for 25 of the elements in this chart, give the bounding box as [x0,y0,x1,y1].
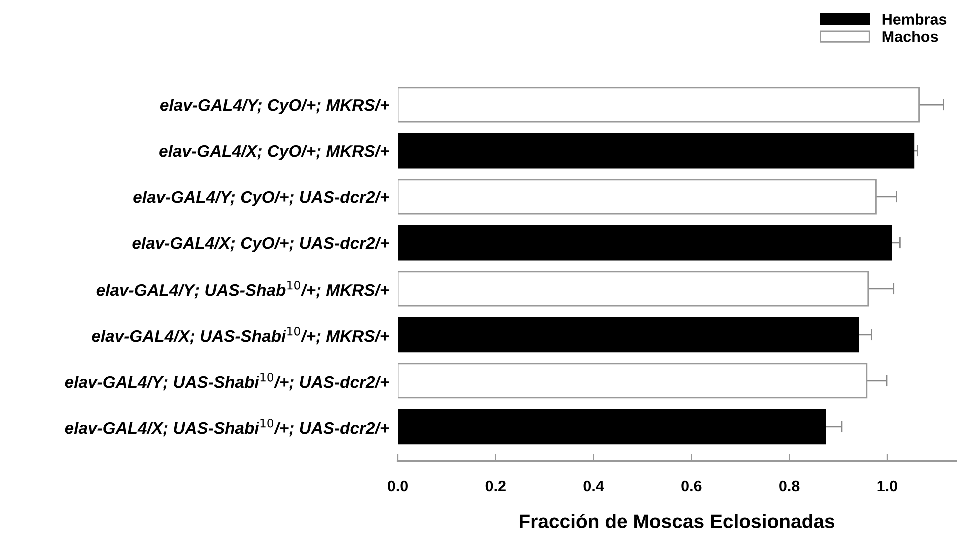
y-tick-label: elav-GAL4/X; UAS-Shabi$^{10}$/+; UAS-dcr2/+ [65,418,390,437]
y-tick-label: elav-GAL4/Y; CyO/+; MKRS/+ [160,98,390,114]
bar [398,133,915,169]
x-tick-label: 0.8 [780,480,800,492]
bar [398,317,860,353]
bar [398,271,870,307]
y-tick-label: elav-GAL4/Y; UAS-Shab$^{10}$/+; MKRS/+ [96,281,390,299]
y-tick-label: elav-GAL4/X; CyO/+; MKRS/+ [160,144,390,160]
bar [398,409,826,445]
x-tick-label: 0.6 [682,480,702,492]
bar [398,363,868,399]
bar [398,87,920,123]
y-tick-label: elav-GAL4/X; UAS-Shabi$^{10}$/+; MKRS/+ [92,326,390,345]
bar [398,225,892,261]
y-tick-label: elav-GAL4/X; CyO/+; UAS-dcr2/+ [132,236,390,252]
x-tick-label: 0.2 [486,480,506,492]
y-tick-label: elav-GAL4/Y; CyO/+; UAS-dcr2/+ [134,190,390,206]
bar [398,179,877,215]
legend-label: Machos [882,31,938,42]
legend-label: Hembras [882,14,947,25]
x-tick-label: 0.4 [584,480,604,492]
x-tick-label: 0.0 [388,480,408,492]
y-tick-label: elav-GAL4/Y; UAS-Shabi$^{10}$/+; UAS-dcr2/+ [65,372,390,391]
x-tick-label: 1.0 [878,480,898,492]
x-axis-title: Fracción de Moscas Eclosionadas [520,514,835,528]
